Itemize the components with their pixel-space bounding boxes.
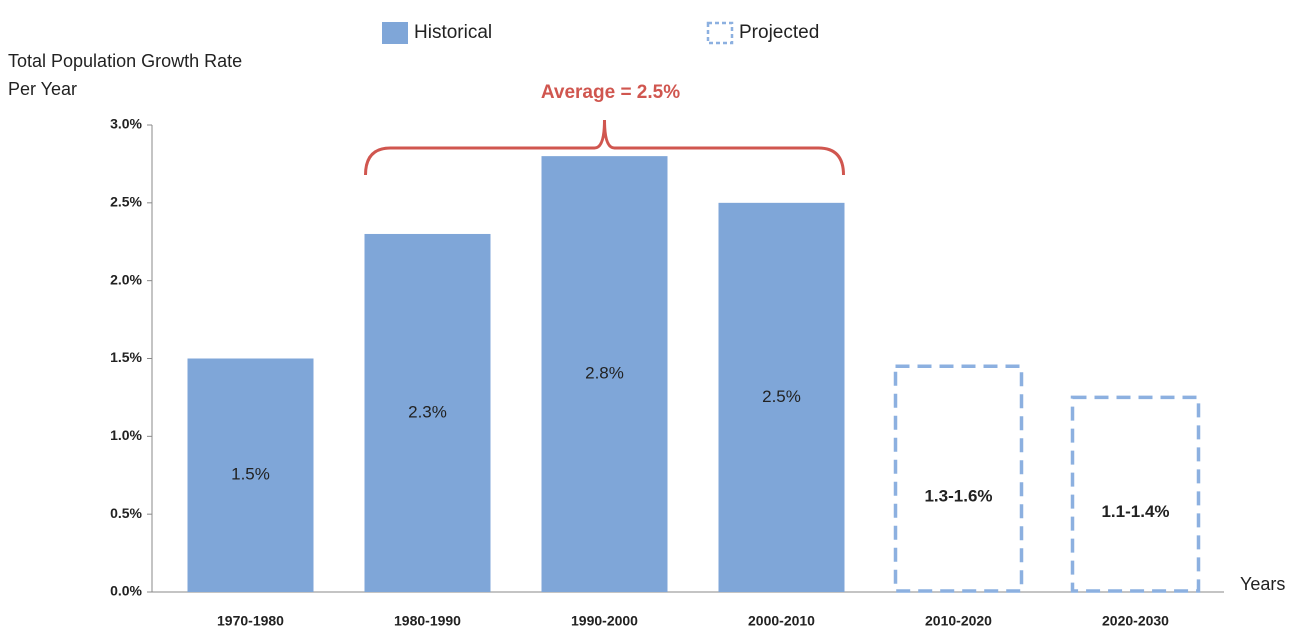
x-axis-title: Years (1240, 574, 1285, 594)
projected-bar (1070, 395, 1201, 593)
value-label: 2.5% (762, 387, 801, 406)
x-tick-label: 1970-1980 (217, 613, 284, 629)
x-tick-label: 2010-2020 (925, 613, 992, 629)
bar (541, 156, 668, 592)
legend-label: Projected (739, 22, 819, 43)
y-tick-label: 0.5% (110, 505, 142, 521)
value-label: 1.1-1.4% (1101, 502, 1169, 521)
y-axis-title: Per Year (8, 79, 77, 99)
bar (187, 358, 314, 592)
y-tick-label: 1.0% (110, 427, 142, 443)
projected-bar (893, 364, 1024, 593)
x-tick-label: 1980-1990 (394, 613, 461, 629)
legend-swatch (706, 21, 734, 45)
bar (718, 202, 845, 593)
legend-swatch (382, 22, 408, 44)
y-tick-label: 3.0% (110, 116, 142, 132)
value-label: 2.8% (585, 364, 624, 383)
y-tick-label: 2.0% (110, 271, 142, 287)
legend-label: Historical (414, 22, 492, 43)
value-label: 1.3-1.6% (924, 487, 992, 506)
value-label: 2.3% (408, 402, 447, 421)
x-tick-label: 1990-2000 (571, 613, 638, 629)
average-bracket (364, 119, 845, 176)
value-label: 1.5% (231, 465, 270, 484)
y-tick-label: 2.5% (110, 194, 142, 210)
y-tick-label: 1.5% (110, 349, 142, 365)
x-tick-label: 2000-2010 (748, 613, 815, 629)
y-axis-title: Total Population Growth Rate (8, 51, 242, 71)
y-tick-label: 0.0% (110, 583, 142, 599)
annotation: Average = 2.5% (541, 82, 680, 103)
bar (364, 233, 491, 592)
x-tick-label: 2020-2030 (1102, 613, 1169, 629)
